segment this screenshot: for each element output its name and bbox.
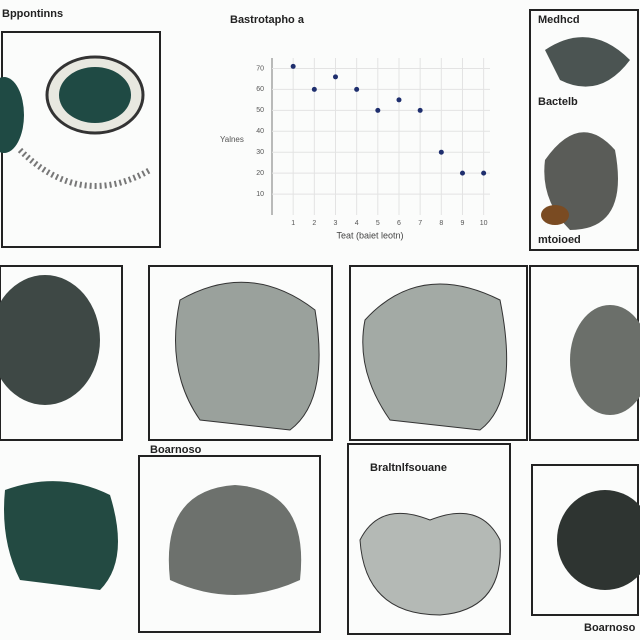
panel-green (148, 265, 333, 441)
texture (17, 147, 152, 189)
point (311, 86, 317, 92)
illustration (541, 205, 569, 225)
point (375, 107, 381, 113)
illustration (362, 283, 508, 431)
panel-green (349, 265, 528, 441)
illustration (557, 490, 640, 590)
x-tick-label: 4 (355, 220, 359, 227)
x-tick-label: 9 (461, 220, 465, 227)
illustration (168, 485, 302, 595)
illustration (545, 37, 630, 87)
point (290, 63, 296, 69)
chart-title: Bastrotapho a (230, 14, 305, 26)
illustration (175, 281, 320, 431)
y-axis-label: Yalnes (220, 135, 244, 144)
illustration (359, 512, 501, 616)
point (481, 170, 487, 176)
x-tick-label: 7 (418, 220, 422, 227)
x-tick-label: 8 (439, 220, 443, 227)
x-axis-label: Teat (baiet leotn) (336, 230, 403, 240)
panel-green (0, 265, 123, 441)
y-tick-label: 40 (256, 128, 264, 135)
y-tick-label: 10 (256, 191, 264, 198)
x-tick-label: 6 (397, 220, 401, 227)
eye (0, 77, 24, 153)
panel-label: Medhcd (538, 14, 580, 26)
panel (347, 443, 511, 635)
point (332, 74, 338, 80)
y-tick-label: 70 (256, 65, 264, 72)
x-tick-label: 2 (312, 220, 316, 227)
eye (59, 67, 131, 123)
panel-right (529, 9, 639, 251)
point (396, 97, 402, 103)
point (354, 86, 360, 92)
point (438, 149, 444, 155)
panel-label: Bactelb (538, 96, 578, 108)
panel-label: mtoioed (538, 234, 581, 246)
x-tick-label: 5 (376, 220, 380, 227)
panel-label: Braltnlfsouane (370, 462, 447, 474)
x-tick-label: 1 (291, 220, 295, 227)
illustration (544, 132, 618, 230)
illustration (570, 305, 640, 415)
y-tick-label: 20 (256, 170, 264, 177)
point (417, 107, 423, 113)
panel (138, 455, 321, 633)
x-tick-label: 3 (334, 220, 338, 227)
header-title: Bppontinns (2, 8, 63, 20)
panel-label: Boarnoso (584, 622, 636, 634)
x-tick-label: 10 (480, 220, 488, 227)
panel-label: Boarnoso (150, 444, 202, 456)
y-tick-label: 30 (256, 149, 264, 156)
illustration (0, 275, 100, 405)
illustration (4, 481, 118, 590)
y-tick-label: 50 (256, 107, 264, 114)
y-tick-label: 60 (256, 86, 264, 93)
point (459, 170, 465, 176)
